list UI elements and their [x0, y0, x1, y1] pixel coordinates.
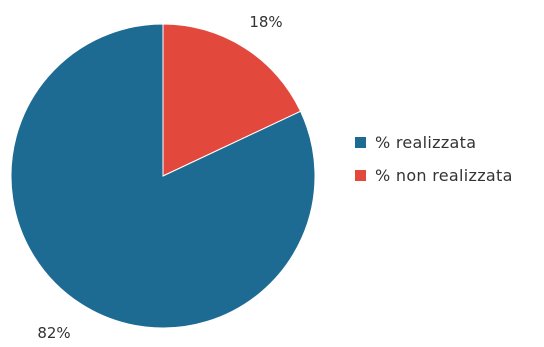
pie-slice-non-realizzata: [162, 23, 302, 177]
pie-slice-realizzata: [10, 23, 316, 329]
data-label-non-realizzata: 18%: [249, 13, 282, 31]
legend-swatch-non-realizzata: [355, 169, 366, 181]
legend-item-realizzata: % realizzata: [355, 132, 513, 152]
legend-item-non-realizzata: % non realizzata: [355, 165, 513, 185]
legend-label-non-realizzata: % non realizzata: [375, 165, 513, 185]
legend: % realizzata % non realizzata: [355, 132, 513, 198]
data-label-realizzata: 82%: [37, 324, 70, 342]
legend-swatch-realizzata: [355, 136, 366, 148]
legend-label-realizzata: % realizzata: [375, 132, 477, 152]
